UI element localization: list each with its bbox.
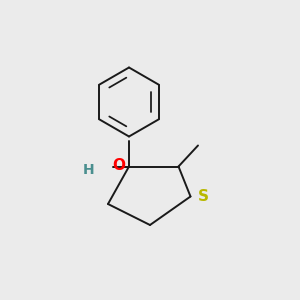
Text: O: O	[112, 158, 125, 172]
Text: H: H	[83, 163, 94, 176]
Text: S: S	[198, 189, 209, 204]
